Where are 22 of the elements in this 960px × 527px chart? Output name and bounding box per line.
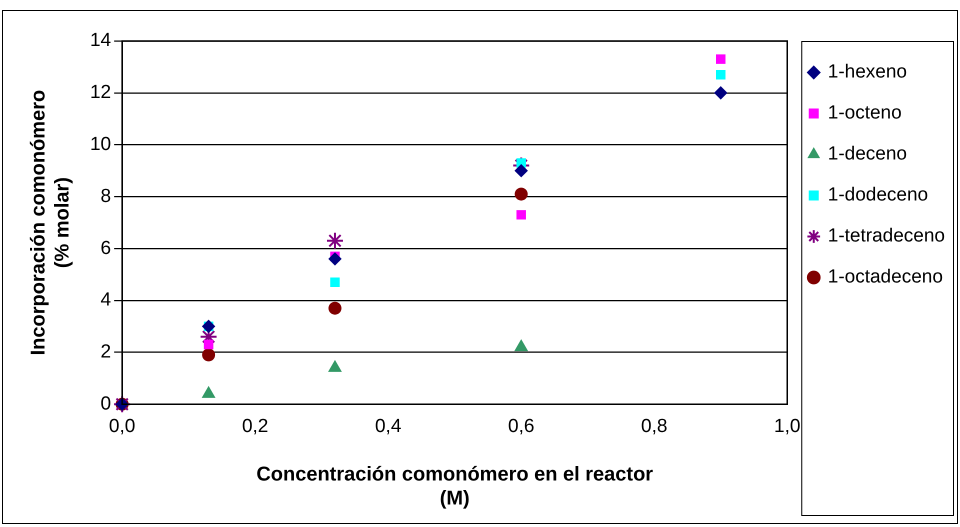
legend-label: 1-dodeceno bbox=[828, 184, 928, 206]
y-tick-label: 14 bbox=[90, 30, 112, 52]
x-tick-label: 0,6 bbox=[508, 416, 534, 437]
y-tick-label: 12 bbox=[90, 82, 112, 104]
y-tick-label: 2 bbox=[100, 342, 112, 363]
x-axis-title: Concentración comonómero en el reactor (M) bbox=[256, 464, 654, 510]
x-tick-label: 0,4 bbox=[374, 416, 402, 437]
y-tick-label: 10 bbox=[90, 134, 112, 156]
x-tick-label: 0,2 bbox=[242, 416, 268, 437]
y-tick-label: 4 bbox=[100, 290, 112, 311]
y-tick-label: 6 bbox=[100, 238, 112, 259]
legend-label: 1-hexeno bbox=[828, 62, 907, 83]
x-tick-label: 0,8 bbox=[641, 416, 668, 437]
y-tick-label: 8 bbox=[100, 186, 112, 207]
legend-label: 1-octeno bbox=[828, 102, 902, 124]
legend-label: 1-tetradeceno bbox=[828, 226, 946, 247]
legend-label: 1-octadeceno bbox=[828, 266, 943, 288]
legend-label: 1-deceno bbox=[828, 144, 907, 165]
y-axis-title: Incorporación comonómero (% molar) bbox=[28, 90, 74, 356]
y-tick-label: 0 bbox=[100, 393, 112, 414]
x-tick-label: 0,0 bbox=[108, 416, 136, 437]
x-tick-label: 1,0 bbox=[774, 416, 800, 437]
